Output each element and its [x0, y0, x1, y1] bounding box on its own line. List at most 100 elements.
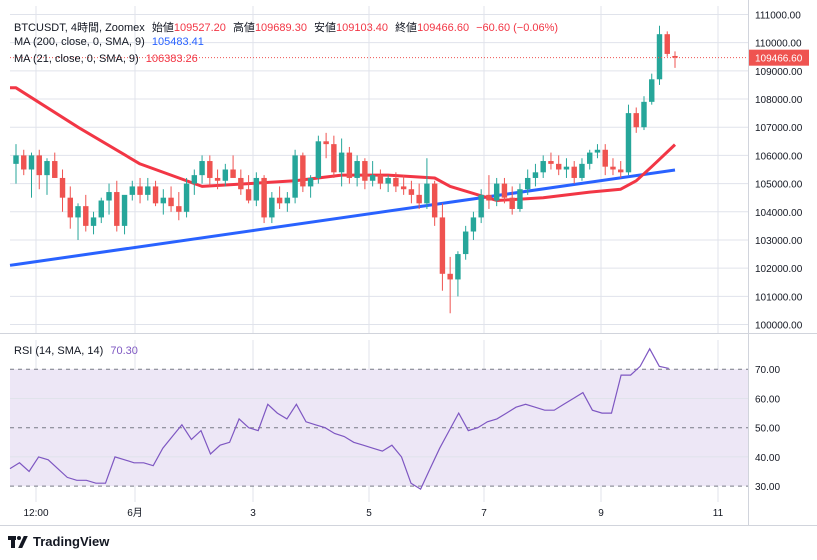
ma21-legend: MA (21, close, 0, SMA, 9) 106383.26: [14, 53, 202, 65]
time-tick-label: 12:00: [23, 508, 48, 519]
candle-body: [331, 144, 337, 173]
candle-body: [462, 231, 469, 255]
price-tick-label: 108000.00: [755, 95, 803, 106]
candle-body: [315, 141, 322, 178]
axes: 111000.00 110000.00 109000.00 108000.00 1070…: [10, 10, 809, 519]
candle-body: [493, 183, 500, 201]
candle: [672, 51, 678, 68]
candle: [571, 161, 577, 184]
change-value: −60.60 (−0.06%): [476, 22, 559, 34]
candle-body: [377, 175, 384, 184]
candle-body: [540, 161, 546, 173]
time-tick-label: 9: [598, 508, 604, 519]
price-tick-label: 107000.00: [755, 123, 803, 134]
candle: [323, 132, 329, 159]
candle-body: [594, 149, 601, 153]
rsi-tick-label: 30.00: [755, 482, 780, 493]
candle-body: [307, 177, 314, 187]
symbol-label: BTCUSDT, 4時間, Zoomex: [14, 22, 145, 34]
candle-body: [439, 217, 446, 274]
candle-body: [431, 183, 438, 218]
candle: [98, 197, 104, 224]
candle: [269, 192, 275, 224]
rsi-legend: RSI (14, SMA, 14) 70.30: [14, 345, 142, 357]
candle-body: [602, 149, 608, 167]
candle-body: [470, 217, 477, 232]
candle: [594, 144, 601, 159]
price-tick-label: 105000.00: [755, 180, 803, 191]
candle: [610, 158, 616, 176]
candle-body: [52, 161, 58, 178]
last-price-label: 109466.60: [755, 54, 803, 65]
candle: [393, 172, 399, 193]
candle-body: [447, 273, 453, 280]
candle: [176, 192, 182, 221]
price-tick-label: 106000.00: [755, 151, 803, 162]
low-label: 安値: [314, 22, 336, 34]
candle-body: [393, 177, 399, 187]
ma21-label: MA (21, close, 0, SMA, 9): [14, 53, 139, 65]
candlestick-series[interactable]: [13, 25, 678, 314]
candle: [641, 96, 647, 131]
candle: [276, 186, 283, 209]
candle: [315, 135, 322, 184]
candle: [540, 155, 546, 178]
tradingview-logo[interactable]: TradingView: [8, 534, 109, 549]
time-tick-label: 7: [481, 508, 487, 519]
candle: [338, 138, 345, 187]
candle-body: [571, 166, 577, 178]
candle: [191, 169, 198, 195]
candle-body: [656, 34, 663, 80]
ma200-value: 105483.41: [151, 36, 204, 48]
candle-body: [424, 183, 430, 204]
candle: [13, 144, 19, 184]
candle: [555, 155, 562, 176]
candle: [385, 175, 391, 193]
candle: [587, 149, 593, 170]
candle: [602, 144, 608, 176]
candle-body: [517, 189, 523, 209]
candle-body: [338, 152, 345, 173]
candle: [470, 211, 477, 240]
candle: [331, 135, 337, 178]
ma21-value: 106383.26: [145, 53, 198, 65]
candle: [362, 158, 368, 190]
candle-body: [555, 163, 562, 170]
price-tick-label: 104000.00: [755, 208, 803, 219]
candle: [183, 177, 190, 218]
candle-body: [672, 55, 678, 58]
candle-body: [455, 254, 461, 280]
last-price-badge: [749, 49, 809, 66]
ma200-label: MA (200, close, 0, SMA, 9): [14, 36, 145, 48]
ma21-series: [10, 86, 677, 202]
candle-body: [579, 163, 585, 178]
candle: [307, 175, 314, 198]
candle: [524, 169, 531, 195]
candle-body: [548, 161, 554, 164]
candle: [83, 194, 89, 232]
ma200-line: [9, 168, 676, 267]
candle-body: [532, 172, 539, 178]
candle: [625, 104, 632, 176]
candle: [114, 180, 120, 232]
candle-body: [400, 186, 407, 190]
candle: [354, 155, 360, 187]
candle-body: [416, 194, 422, 204]
rsi-pane: 70.00 60.00 50.00 40.00 30.00: [9, 347, 780, 493]
candle-body: [168, 197, 174, 207]
candle-body: [207, 161, 213, 178]
rsi-tick-label: 60.00: [755, 394, 780, 405]
price-tick-label: 101000.00: [755, 292, 803, 303]
candle-body: [354, 161, 360, 178]
candle: [90, 211, 97, 235]
candle: [478, 189, 484, 224]
candle-body: [199, 161, 205, 176]
candle: [649, 73, 655, 105]
candle: [238, 169, 244, 195]
tradingview-logo-icon: [8, 535, 28, 548]
rsi-label: RSI (14, SMA, 14): [14, 345, 104, 357]
candle: [532, 163, 539, 187]
candle-body: [253, 177, 260, 201]
price-tick-label: 103000.00: [755, 236, 803, 247]
